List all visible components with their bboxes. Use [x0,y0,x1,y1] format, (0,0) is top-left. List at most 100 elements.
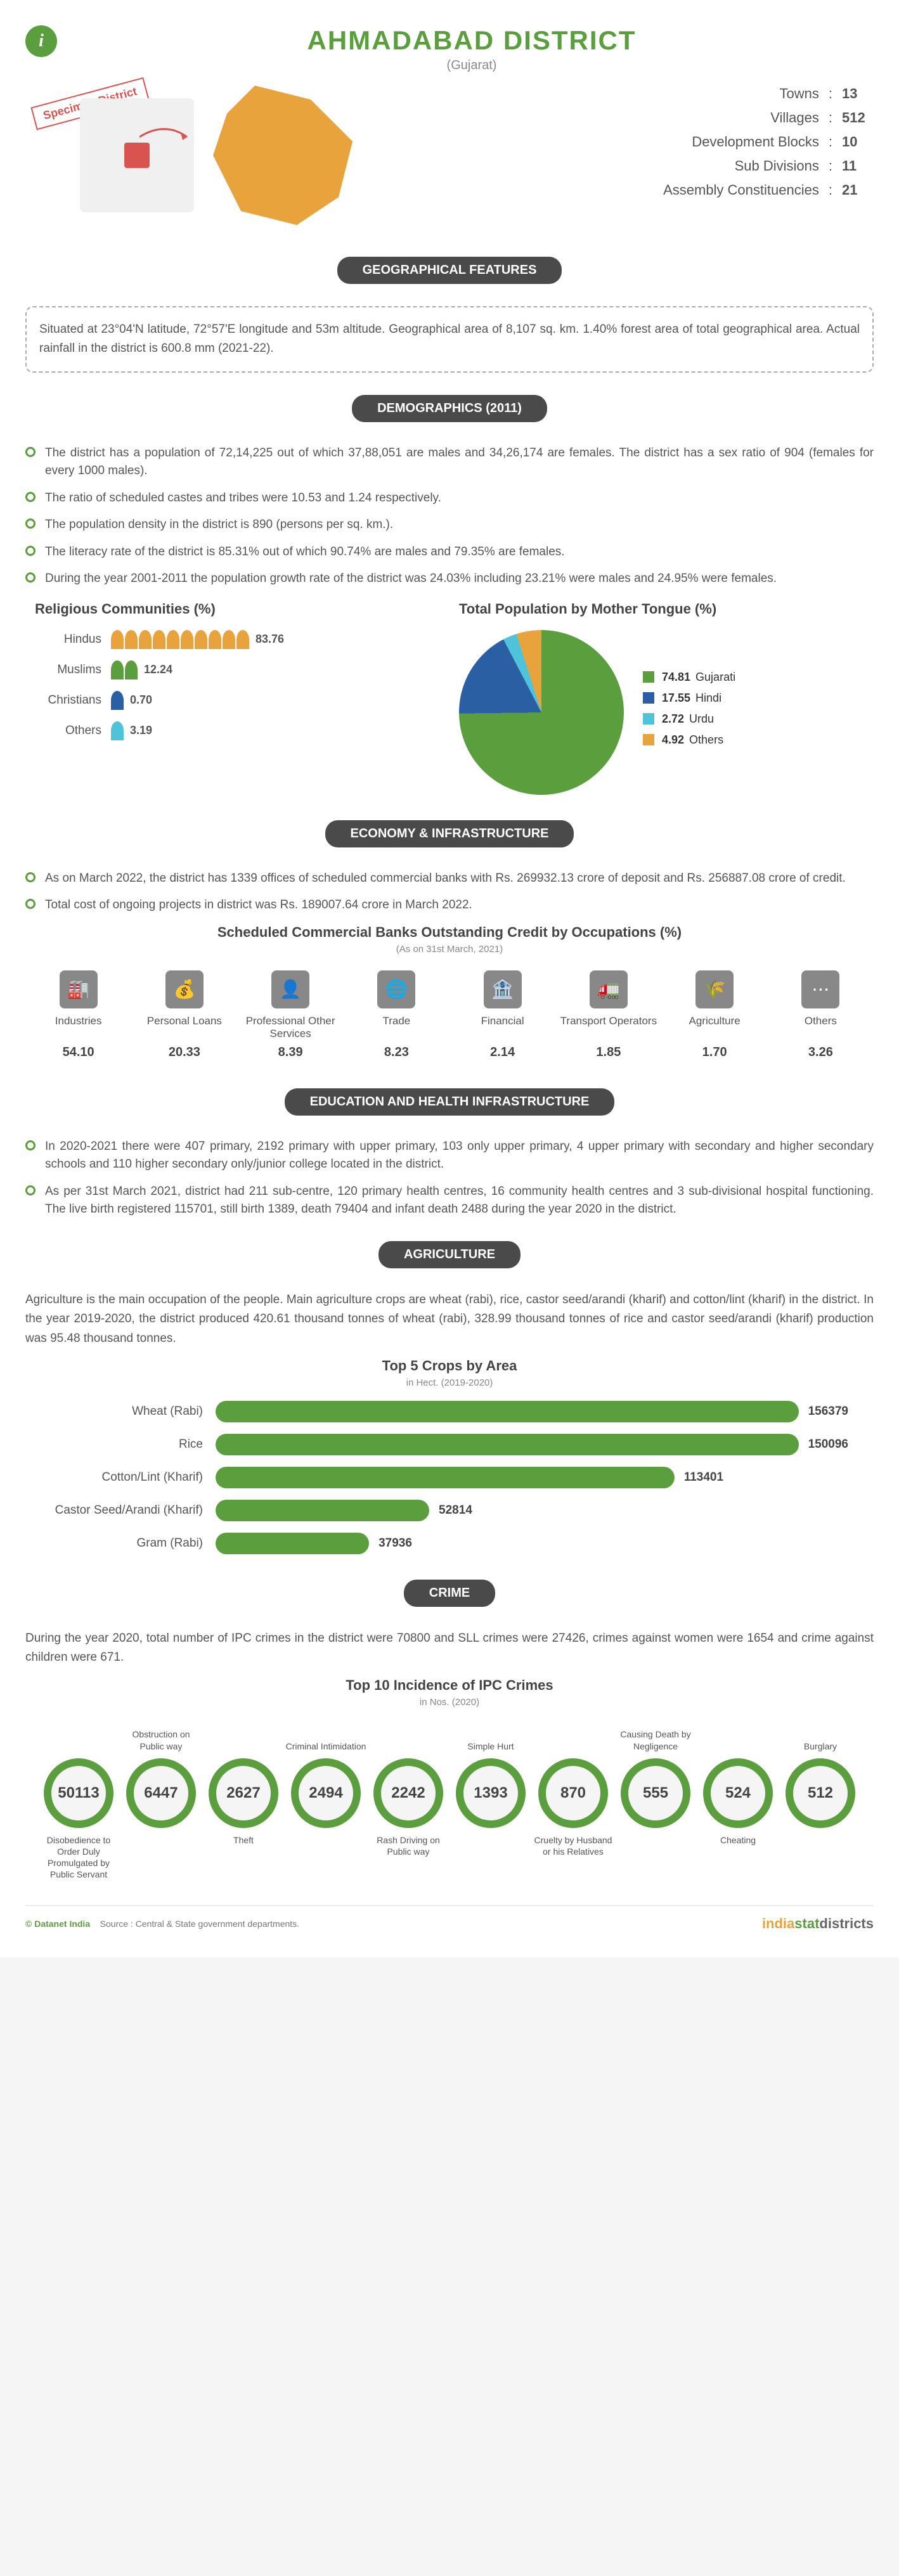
crime-row: 50113 Disobedience to Order Duly Promulg… [25,1727,874,1881]
crime-item: 2242 Rash Driving on Public way [367,1727,450,1881]
crop-bar [216,1434,799,1455]
bullet-item: The literacy rate of the district is 85.… [25,543,874,562]
footer-logo: indiastatdistricts [762,1916,874,1932]
bullet-text: Total cost of ongoing projects in distri… [45,896,472,915]
religion-label: Christians [35,693,111,707]
legend-value: 2.72 [662,712,684,726]
crop-row: Wheat (Rabi) 156379 [51,1401,848,1422]
crime-circle: 512 [786,1758,855,1828]
occupation-icon: 🏦 [484,970,522,1008]
stat-label: Sub Divisions [735,158,819,174]
occupation-value: 8.39 [238,1045,344,1060]
crop-bar [216,1467,675,1488]
crime-circle: 2627 [209,1758,278,1828]
crop-label: Cotton/Lint (Kharif) [51,1471,216,1484]
occupation-label: Transport Operators [555,1015,661,1040]
occupation-item: 💰 Personal Loans 20.33 [131,970,237,1060]
occupation-value: 1.85 [555,1045,661,1060]
legend-label: Others [689,733,723,747]
person-icons [111,721,124,740]
occupation-value: 2.14 [450,1045,555,1060]
bullet-icon [25,872,36,882]
crime-label-top [37,1727,120,1752]
crime-label-top [697,1727,779,1752]
legend-item: 74.81 Gujarati [643,671,735,684]
crime-item: Criminal Intimidation 2494 [285,1727,367,1881]
section-geo-header: GEOGRAPHICAL FEATURES [337,257,562,284]
stat-row: Villages : 512 [432,110,874,126]
crop-title: Top 5 Crops by Area [25,1358,874,1374]
religion-value: 0.70 [130,693,152,707]
crime-label-top: Criminal Intimidation [285,1727,367,1752]
crime-label-bottom: Rash Driving on Public way [367,1834,450,1857]
legend-label: Gujarati [695,671,735,684]
legend-value: 74.81 [662,671,690,684]
section-econ-header: ECONOMY & INFRASTRUCTURE [325,820,574,847]
religion-chart: Religious Communities (%) Hindus 83.76 M… [25,601,450,795]
occupation-item: ⋯ Others 3.26 [768,970,874,1060]
crop-note: in Hect. (2019-2020) [25,1377,874,1388]
bullet-icon [25,572,36,583]
bullet-item: During the year 2001-2011 the population… [25,570,874,588]
stat-label: Assembly Constituencies [663,182,819,198]
stat-value: 13 [842,86,874,102]
page-title: AHMADABAD DISTRICT [70,25,874,56]
occupation-item: 👤 Professional Other Services 8.39 [238,970,344,1060]
bullet-text: The ratio of scheduled castes and tribes… [45,489,441,508]
footer: © Datanet India Source : Central & State… [25,1905,874,1932]
legend-swatch [643,692,654,704]
crime-item: 870 Cruelty by Husband or his Relatives [532,1727,614,1881]
occupation-label: Industries [25,1015,131,1040]
occupation-icon: 💰 [165,970,204,1008]
crime-item: 50113 Disobedience to Order Duly Promulg… [37,1727,120,1881]
bullet-icon [25,518,36,529]
crime-item: 2627 Theft [202,1727,285,1881]
bullet-icon [25,546,36,556]
section-crime-header: CRIME [404,1580,495,1607]
legend-label: Hindi [695,692,721,705]
crop-value: 150096 [808,1438,848,1452]
legend-swatch [643,734,654,745]
crime-circle: 524 [703,1758,773,1828]
bullet-item: Total cost of ongoing projects in distri… [25,896,874,915]
person-icons [111,691,124,710]
crop-value: 37936 [378,1536,412,1550]
religion-row: Christians 0.70 [35,691,440,710]
crime-item: Burglary 512 [779,1727,862,1881]
bullet-item: As per 31st March 2021, district had 211… [25,1183,874,1219]
person-icons [111,660,138,679]
bullet-text: In 2020-2021 there were 407 primary, 219… [45,1138,874,1174]
top-section: Specimen District Towns : 13 Villages : … [25,86,874,225]
tongue-legend: 74.81 Gujarati 17.55 Hindi 2.72 Urdu 4.9… [643,671,735,754]
religion-label: Others [35,724,111,738]
crop-row: Rice 150096 [51,1434,848,1455]
crime-item: Obstruction on Public way 6447 [120,1727,202,1881]
legend-swatch [643,671,654,683]
ipc-title: Top 10 Incidence of IPC Crimes [25,1677,874,1694]
legend-item: 2.72 Urdu [643,712,735,726]
occupation-icon: 👤 [271,970,309,1008]
legend-item: 17.55 Hindi [643,692,735,705]
bullet-text: As per 31st March 2021, district had 211… [45,1183,874,1219]
crop-bars: Wheat (Rabi) 156379 Rice 150096 Cotton/L… [51,1401,848,1554]
crime-label-top [532,1727,614,1752]
occupation-label: Trade [344,1015,450,1040]
crime-label-top: Causing Death by Negligence [614,1727,697,1752]
geo-text: Situated at 23°04'N latitude, 72°57'E lo… [25,306,874,373]
occupation-label: Personal Loans [131,1015,237,1040]
religion-value: 12.24 [144,663,172,676]
legend-label: Urdu [689,712,714,726]
legend-item: 4.92 Others [643,733,735,747]
stat-label: Villages [770,110,819,126]
crime-label-bottom: Cruelty by Husband or his Relatives [532,1834,614,1857]
page-subtitle: (Gujarat) [70,58,874,73]
bullet-icon [25,899,36,909]
info-icon: i [25,25,57,57]
occupation-value: 3.26 [768,1045,874,1060]
stat-row: Sub Divisions : 11 [432,158,874,174]
occupation-item: 🌾 Agriculture 1.70 [662,970,768,1060]
legend-swatch [643,713,654,724]
bullet-item: The ratio of scheduled castes and tribes… [25,489,874,508]
tongue-chart: Total Population by Mother Tongue (%) 74… [450,601,874,795]
stat-value: 10 [842,134,874,150]
